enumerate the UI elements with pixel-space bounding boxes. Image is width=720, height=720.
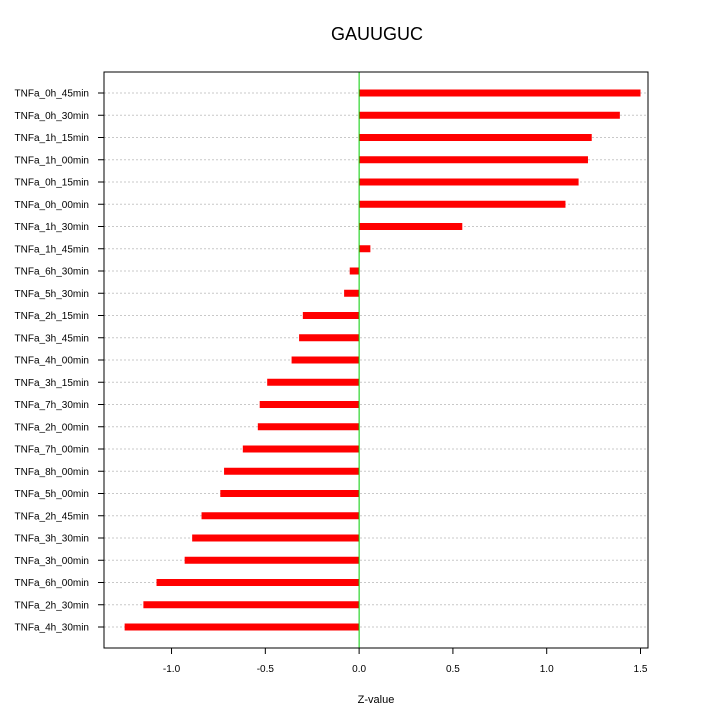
x-tick-label: -0.5 — [257, 664, 275, 675]
bar — [349, 267, 360, 275]
bar — [257, 423, 360, 431]
bar — [359, 111, 620, 119]
y-tick-label: TNFa_4h_30min — [15, 623, 89, 634]
bar — [291, 356, 360, 364]
bar — [359, 200, 566, 208]
bar — [359, 178, 579, 186]
x-tick-label: 1.0 — [540, 664, 554, 675]
y-tick-label: TNFa_2h_30min — [15, 600, 89, 611]
bar — [267, 378, 360, 386]
bar — [224, 467, 360, 475]
bar — [201, 512, 360, 520]
y-tick-label: TNFa_1h_30min — [15, 222, 89, 233]
y-tick-label: TNFa_0h_00min — [15, 200, 89, 211]
chart-title: GAUUGUC — [331, 24, 423, 44]
y-tick-label: TNFa_8h_00min — [15, 467, 89, 478]
bar — [359, 89, 641, 97]
y-tick-label: TNFa_4h_00min — [15, 356, 89, 367]
y-tick-label: TNFa_0h_45min — [15, 89, 89, 100]
y-tick-label: TNFa_7h_30min — [15, 400, 89, 411]
bar — [192, 534, 360, 542]
y-tick-label: TNFa_0h_30min — [15, 111, 89, 122]
y-tick-label: TNFa_3h_00min — [15, 556, 89, 567]
y-tick-label: TNFa_5h_00min — [15, 489, 89, 500]
y-tick-label: TNFa_1h_15min — [15, 133, 89, 144]
y-tick-label: TNFa_6h_00min — [15, 578, 89, 589]
y-tick-label: TNFa_1h_00min — [15, 155, 89, 166]
x-tick-label: 1.5 — [634, 664, 648, 675]
bar — [242, 445, 360, 453]
bars — [124, 89, 641, 631]
bar — [359, 156, 588, 164]
y-tick-label: TNFa_7h_00min — [15, 445, 89, 456]
x-tick-label: 0.0 — [352, 664, 366, 675]
y-tick-label: TNFa_3h_45min — [15, 333, 89, 344]
gridlines — [104, 92, 648, 628]
bar — [156, 579, 360, 586]
y-tick-label: TNFa_2h_15min — [15, 311, 89, 322]
bar — [124, 623, 360, 631]
bar — [299, 334, 360, 342]
x-axis: -1.0 -0.5 0.0 0.5 1.0 1.5 — [163, 648, 648, 675]
bar — [302, 312, 360, 319]
bar — [359, 245, 371, 253]
y-tick-label: TNFa_6h_30min — [15, 267, 89, 278]
bar — [359, 134, 592, 141]
y-tick-label: TNFa_2h_00min — [15, 422, 89, 433]
y-tick-label: TNFa_3h_30min — [15, 534, 89, 545]
y-tick-label: TNFa_0h_15min — [15, 178, 89, 189]
y-tick-labels: TNFa_0h_45min TNFa_0h_30min TNFa_1h_15min T… — [15, 89, 104, 634]
bar — [344, 289, 360, 297]
x-tick-label: 0.5 — [446, 664, 460, 675]
y-tick-label: TNFa_3h_15min — [15, 378, 89, 389]
y-tick-label: TNFa_2h_45min — [15, 511, 89, 522]
bar — [259, 401, 360, 408]
x-axis-label: Z-value — [358, 694, 395, 706]
bar — [184, 556, 360, 564]
y-tick-label: TNFa_5h_30min — [15, 289, 89, 300]
x-tick-label: -1.0 — [163, 664, 181, 675]
y-tick-label: TNFa_1h_45min — [15, 244, 89, 255]
bar — [143, 601, 360, 609]
bar — [359, 223, 463, 230]
bar — [220, 490, 360, 497]
